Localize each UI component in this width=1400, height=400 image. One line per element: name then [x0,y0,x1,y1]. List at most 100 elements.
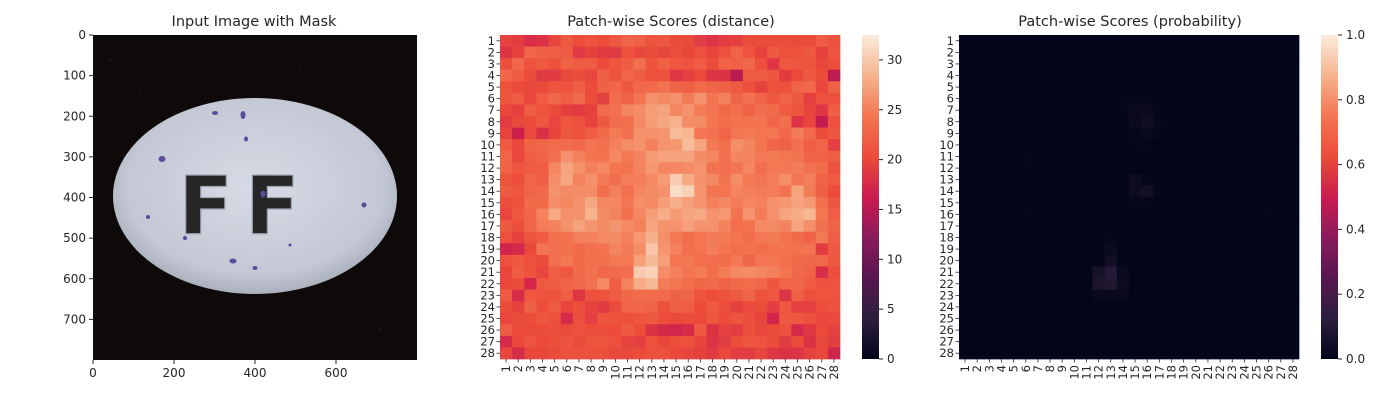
probability-cell [1019,139,1033,152]
probability-cell [1116,335,1130,348]
distance-cell [730,254,744,267]
probability-cell [1189,266,1203,279]
distance-colorbar-tick-label: 10 [887,252,902,266]
probability-y-tick-label: 27 [939,335,954,349]
probability-cell [1116,243,1130,256]
probability-cell [1201,289,1215,302]
distance-x-tick-label: 13 [645,365,659,380]
probability-cell [1044,289,1057,302]
probability-cell [959,347,972,360]
probability-cell [1189,231,1203,244]
distance-cell [524,312,537,325]
distance-cell [827,116,841,128]
probability-cell [1250,335,1263,348]
distance-cell [779,150,792,163]
probability-cell [1262,104,1276,117]
distance-cell [779,220,792,233]
distance-cell [815,116,829,128]
distance-cell [682,324,695,337]
distance-cell [657,35,671,47]
probability-x-tick-label: 25 [1250,365,1264,380]
distance-y-tick-label: 25 [480,312,495,326]
probability-cell [1177,127,1191,140]
probability-cell [1286,197,1300,209]
probability-cell [959,46,972,59]
distance-cell [597,220,610,233]
probability-y-tick-label: 22 [939,277,954,291]
probability-cell [1007,150,1021,163]
distance-cell [524,197,537,209]
probability-cell [1274,324,1288,337]
distance-cell [718,289,732,302]
distance-cell [779,69,792,82]
probability-cell [1129,197,1142,209]
probability-cell [1007,324,1021,337]
distance-cell [585,81,598,94]
probability-cell [1080,58,1093,71]
probability-cell [1031,243,1045,256]
image-y-tick-label: 100 [63,69,86,83]
probability-cell [1165,220,1178,233]
probability-cell [995,289,1008,302]
distance-cell [755,324,768,337]
distance-cell [682,104,695,117]
distance-cell [645,162,659,175]
distance-cell [560,254,574,267]
probability-cell [1092,231,1106,244]
distance-cell [730,324,744,337]
distance-cell [803,347,817,360]
distance-cell [682,301,695,314]
probability-cell [1092,266,1106,279]
distance-cell [742,220,756,233]
probability-cell [1262,185,1276,198]
probability-cell [1286,266,1300,279]
distance-cell [730,231,744,244]
probability-cell [1116,35,1130,47]
probability-cell [1116,58,1130,71]
distance-cell [645,173,659,186]
distance-cell [694,150,707,163]
probability-y-tick-label: 28 [939,346,954,360]
probability-cell [1214,81,1227,94]
probability-cell [971,162,984,175]
probability-cell [1286,312,1300,325]
distance-cell [670,46,683,59]
distance-y-tick-label: 24 [480,300,495,314]
distance-cell [694,301,707,314]
probability-cell [1116,116,1130,128]
distance-x-tick-label: 8 [584,365,598,372]
distance-cell [742,150,756,163]
probability-cell [1116,289,1130,302]
probability-cell [1226,243,1239,256]
distance-cell [585,173,598,186]
probability-cell [1068,162,1081,175]
probability-cell [1007,69,1021,82]
distance-cell [657,324,671,337]
probability-cell [1189,35,1203,47]
distance-cell [682,116,695,128]
distance-cell [755,278,768,290]
distance-cell [633,208,647,221]
distance-cell [779,312,792,325]
distance-cell [755,35,768,47]
probability-cell [1116,173,1130,186]
distance-cell [609,231,622,244]
distance-cell [585,266,598,279]
distance-cell [657,197,671,209]
probability-cell [959,266,972,279]
distance-heatmap-panel: Patch-wise Scores (distance) 12345678910… [480,14,902,380]
distance-cell [827,335,841,348]
probability-cell [1104,266,1118,279]
distance-cell [718,92,732,105]
probability-cell [1177,92,1191,105]
distance-cell [572,92,586,105]
probability-cell [1007,254,1021,267]
probability-cell [1201,35,1215,47]
probability-cell [1165,162,1178,175]
distance-y-tick-label: 23 [480,288,495,302]
probability-y-tick-label: 23 [939,288,954,302]
probability-cell [1092,220,1106,233]
distance-cell [500,220,513,233]
distance-cell [500,278,513,290]
probability-colorbar-tick-label: 0.0 [1346,352,1365,366]
